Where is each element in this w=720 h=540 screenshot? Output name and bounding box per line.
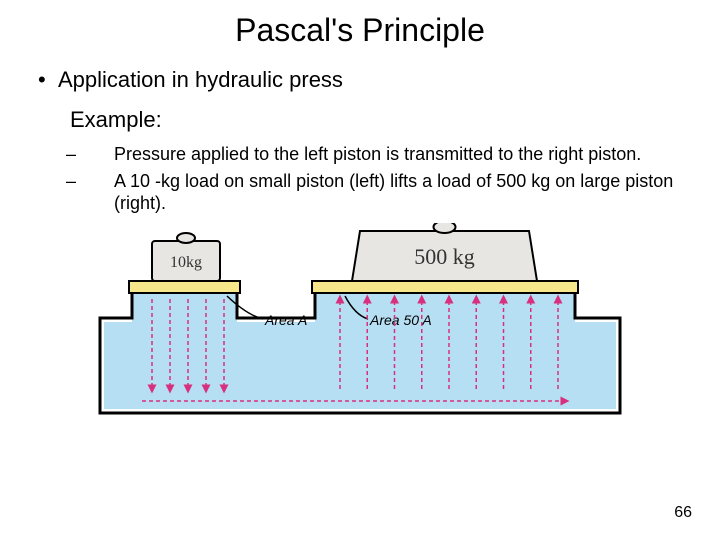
dash-marker: –: [90, 143, 114, 166]
bullet-item-text: A 10 -kg load on small piston (left) lif…: [114, 171, 673, 214]
bullet-main: •Application in hydraulic press: [38, 67, 690, 93]
bullet-item: –A 10 -kg load on small piston (left) li…: [90, 170, 690, 215]
bullet-item-text: Pressure applied to the left piston is t…: [114, 144, 641, 164]
svg-text:500 kg: 500 kg: [414, 244, 475, 269]
hydraulic-press-diagram: 10kg500 kgArea AArea 50 A: [90, 223, 630, 428]
bullet-marker: •: [38, 67, 58, 93]
page-title: Pascal's Principle: [30, 12, 690, 49]
bullet-item: –Pressure applied to the left piston is …: [90, 143, 690, 166]
sub-heading: Example:: [70, 107, 690, 133]
dash-marker: –: [90, 170, 114, 193]
svg-text:Area A: Area A: [264, 312, 307, 328]
bullet-main-text: Application in hydraulic press: [58, 67, 343, 92]
svg-text:10kg: 10kg: [170, 254, 202, 271]
page-number: 66: [674, 504, 692, 522]
